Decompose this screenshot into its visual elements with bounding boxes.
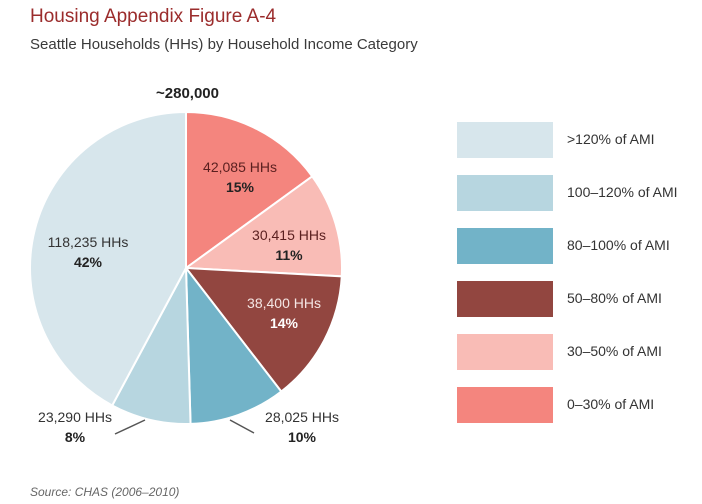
legend-swatch — [457, 175, 553, 211]
legend-label: 0–30% of AMI — [567, 396, 655, 412]
legend-item: 0–30% of AMI — [457, 387, 697, 423]
legend-swatch — [457, 281, 553, 317]
slice-percent-label: 14% — [270, 315, 299, 331]
pie-slice — [29, 110, 187, 407]
slice-percent-label: 10% — [288, 429, 317, 445]
legend-item: 30–50% of AMI — [457, 334, 697, 370]
legend-item: 100–120% of AMI — [457, 175, 697, 211]
legend-swatch — [457, 334, 553, 370]
chart-subtitle: Seattle Households (HHs) by Household In… — [30, 36, 418, 53]
legend-item: 80–100% of AMI — [457, 228, 697, 264]
pie-slice — [185, 110, 314, 270]
slice-percent-label: 15% — [226, 179, 255, 195]
slice-value-label: 42,085 HHs — [203, 159, 277, 175]
legend-swatch — [457, 122, 553, 158]
slice-value-label: 28,025 HHs — [265, 409, 339, 425]
pie-slice — [184, 264, 283, 425]
slice-percent-label: 8% — [65, 429, 86, 445]
slice-value-label: 38,400 HHs — [247, 295, 321, 311]
legend-item: >120% of AMI — [457, 122, 697, 158]
legend-label: 30–50% of AMI — [567, 343, 662, 359]
slice-percent-label: 42% — [74, 254, 103, 270]
legend-label: >120% of AMI — [567, 131, 655, 147]
legend-label: 50–80% of AMI — [567, 290, 662, 306]
legend-swatch — [457, 228, 553, 264]
leader-line — [114, 419, 146, 435]
legend-label: 100–120% of AMI — [567, 184, 678, 200]
source-note: Source: CHAS (2006–2010) — [30, 485, 180, 499]
slice-value-label: 118,235 HHs — [48, 234, 129, 250]
slice-percent-label: 11% — [275, 247, 303, 263]
legend-item: 50–80% of AMI — [457, 281, 697, 317]
pie-chart: 42,085 HHs 15% 30,415 HHs 11% 38,400 HHs 14% 2… — [29, 110, 343, 445]
chart-title: Housing Appendix Figure A-4 — [30, 6, 277, 27]
slice-value-label: 23,290 HHs — [38, 409, 112, 425]
legend-swatch — [457, 387, 553, 423]
pie-slice — [183, 174, 343, 278]
slice-value-label: 30,415 HHs — [252, 227, 326, 243]
legend-label: 80–100% of AMI — [567, 237, 670, 253]
leader-line — [229, 419, 255, 434]
total-households-label: ~280,000 — [156, 85, 219, 102]
pie-slice — [183, 266, 343, 393]
